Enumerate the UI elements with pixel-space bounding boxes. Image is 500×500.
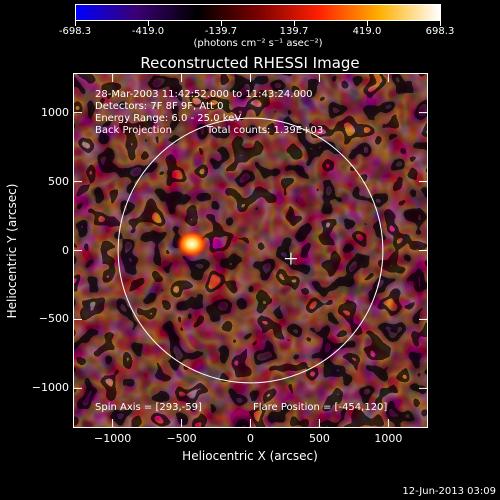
- colorbar-tick-label: -419.0: [131, 26, 165, 37]
- bright-source-blob: [175, 229, 208, 258]
- image-plot-area[interactable]: [73, 73, 428, 428]
- spin-axis-annotation: Spin Axis = [293,-59]: [95, 402, 202, 413]
- detectors-annotation: Detectors: 7F 8F 9F, Att 0: [95, 101, 224, 112]
- y-tick-label: −500: [38, 312, 69, 326]
- colorbar-tick-label: -698.3: [58, 26, 92, 37]
- colorbar-tick: [367, 21, 368, 26]
- y-tick-label: 1000: [41, 105, 69, 119]
- y-axis-label: Heliocentric Y (arcsec): [5, 183, 19, 319]
- x-tick-label: 0: [247, 432, 254, 445]
- flare-position-annotation: Flare Position = [-454,120]: [253, 402, 388, 413]
- y-tick-label: 500: [48, 174, 69, 188]
- method-annotation: Back Projection: [95, 125, 172, 136]
- colorbar-tick-label: -139.7: [204, 26, 238, 37]
- x-tick-label: −1000: [94, 432, 132, 445]
- bright-blobs: [175, 229, 208, 258]
- colorbar-tick: [75, 21, 76, 26]
- colorbar: [75, 4, 441, 21]
- y-tick-label: 0: [62, 243, 69, 257]
- x-tick-label: 500: [308, 432, 330, 445]
- energy-range-annotation: Energy Range: 6.0 - 25.0 keV: [95, 113, 242, 124]
- solar-limb-circle: [117, 117, 384, 384]
- colorbar-tick: [148, 21, 149, 26]
- colorbar-tick-label: 419.0: [352, 26, 382, 37]
- image-title: Reconstructed RHESSI Image: [140, 54, 360, 72]
- time-range-annotation: 28-Mar-2003 11:42:52.000 to 11:43:24.000: [95, 89, 313, 100]
- colorbar-tick-label: 698.3: [425, 26, 455, 37]
- y-tick-label: −1000: [31, 381, 69, 395]
- x-tick-label: 1000: [374, 432, 403, 445]
- footer-date: 12-Jun-2013 03:09: [402, 486, 496, 497]
- colorbar-tick: [440, 21, 441, 26]
- colorbar-tick: [221, 21, 222, 26]
- x-axis-label: Heliocentric X (arcsec): [182, 449, 318, 463]
- colorbar-tick: [294, 21, 295, 26]
- reconstructed-image: [74, 74, 427, 427]
- total-counts-annotation: Total counts: 1.39E+03: [207, 125, 324, 136]
- x-tick-label: −500: [166, 432, 197, 445]
- image-contours: [74, 74, 427, 427]
- colorbar-units-label: (photons cm⁻² s⁻¹ asec⁻²): [193, 38, 323, 49]
- colorbar-tick-label: 139.7: [279, 26, 309, 37]
- spin-axis-marker: [284, 252, 297, 265]
